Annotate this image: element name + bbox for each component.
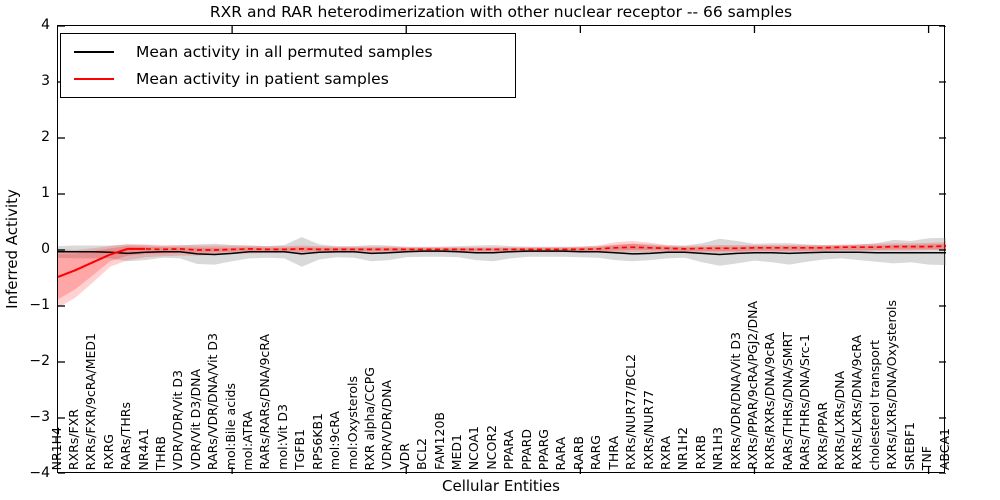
legend: Mean activity in all permuted samples Me… (60, 33, 516, 98)
x-tick-label: RXRs/FXR (65, 408, 81, 470)
x-tick-label: RXRA (657, 436, 673, 470)
x-tick-label: RARs/THRs/DNA/SMRT (779, 331, 795, 470)
legend-item: Mean activity in patient samples (61, 65, 515, 92)
x-tick-label: RXRs/VDR/DNA/Vit D3 (727, 332, 743, 470)
x-tick-label: RXRs/NUR77 (640, 390, 656, 470)
x-tick-label: NCOA1 (466, 425, 482, 470)
plot-svg (58, 26, 946, 474)
x-tick-label: MED1 (448, 433, 464, 470)
x-tick-label: RXRs/PPAR (814, 401, 830, 470)
x-tick-label: NCOR2 (483, 425, 499, 470)
x-tick-label: THRB (152, 435, 168, 470)
y-tick-label: 3 (41, 73, 50, 89)
x-tick-label: VDR/Vit D3/DNA (187, 368, 203, 470)
chart-title: RXR and RAR heterodimerization with othe… (209, 3, 793, 21)
x-tick-label: RARs/VDR/DNA/Vit D3 (205, 332, 221, 470)
x-tick-label: RARB (570, 436, 586, 470)
x-tick-label: ABCA1 (936, 427, 952, 470)
x-tick-label: RXR alpha/CCPG (361, 366, 377, 470)
x-tick-label: RARs/THRs (118, 401, 134, 470)
patient-line-sample (74, 77, 114, 80)
x-tick-label: PPARG (536, 428, 552, 470)
y-tick-label: 1 (41, 185, 50, 201)
y-tick-label: 0 (41, 241, 50, 257)
legend-item-label: Mean activity in patient samples (136, 69, 389, 88)
x-tick-label: RPS6KB1 (309, 413, 325, 470)
y-tick-label: 4 (41, 17, 50, 33)
x-tick-label: SREBF1 (901, 421, 917, 470)
x-tick-label: RXRs/LXRs/DNA (832, 370, 848, 470)
permuted-mean-line (58, 250, 946, 256)
x-tick-label: RXRs/LXRs/DNA/9cRA (849, 335, 865, 470)
x-tick-label: mol:Vit D3 (274, 404, 290, 470)
x-tick-label: RXRG (100, 434, 116, 470)
x-tick-label: TNF (919, 445, 935, 470)
x-tick-label: NR1H3 (710, 426, 726, 470)
x-tick-label: NR1H4 (48, 426, 64, 470)
x-tick-label: NR1H2 (675, 426, 691, 470)
x-tick-label: RARs/THRs/DNA/Src-1 (797, 333, 813, 470)
x-axis-title: Cellular Entities (442, 477, 560, 495)
x-tick-label: TGFB1 (292, 428, 308, 470)
x-tick-label: mol:ATRA (240, 410, 256, 470)
y-tick-label: −1 (29, 297, 50, 313)
x-tick-label: mol:Oxysterols (344, 376, 360, 470)
x-tick-label: FAM120B (431, 412, 447, 470)
patient-range-outer-band (58, 241, 946, 308)
x-tick-label: VDR (396, 443, 412, 470)
x-tick-label: RXRs/PPAR/9cRA/PGJ2/DNA (744, 301, 760, 470)
x-tick-label: RARs/RARs/DNA/9cRA (257, 334, 273, 470)
legend-item: Mean activity in all permuted samples (61, 38, 515, 65)
x-tick-label: VDR/VDR/DNA (379, 380, 395, 470)
legend-item-label: Mean activity in all permuted samples (136, 42, 433, 61)
x-tick-label: BCL2 (414, 437, 430, 470)
x-tick-label: RARG (588, 434, 604, 470)
x-tick-label: RARA (553, 436, 569, 470)
x-tick-label: RXRs/RXRs/DNA/9cRA (762, 333, 778, 470)
patient-mean-line-dip (58, 247, 146, 278)
permuted-line-sample (74, 50, 114, 53)
x-tick-label: RXRs/FXR/9cRA/MED1 (83, 332, 99, 470)
x-tick-label: THRA (605, 436, 621, 470)
x-tick-label: mol:9cRA (327, 410, 343, 470)
y-tick-label: −4 (29, 465, 50, 481)
x-tick-label: RXRs/LXRs/DNA/Oxysterols (884, 300, 900, 470)
x-tick-label: PPARA (501, 430, 517, 470)
x-tick-label: cholesterol transport (866, 339, 882, 470)
y-tick-label: −2 (29, 353, 50, 369)
x-tick-label: NR4A1 (135, 427, 151, 471)
plot-area (57, 25, 946, 474)
x-tick-label: PPARD (518, 428, 534, 470)
y-tick-label: −3 (29, 409, 50, 425)
x-tick-label: RXRs/NUR77/BCL2 (623, 354, 639, 470)
x-tick-label: mol:Bile acids (222, 382, 238, 470)
patient-mean-line (58, 245, 946, 278)
x-tick-label: VDR/VDR/Vit D3 (170, 369, 186, 470)
y-tick-label: 2 (41, 129, 50, 145)
x-tick-label: RXRB (692, 435, 708, 470)
